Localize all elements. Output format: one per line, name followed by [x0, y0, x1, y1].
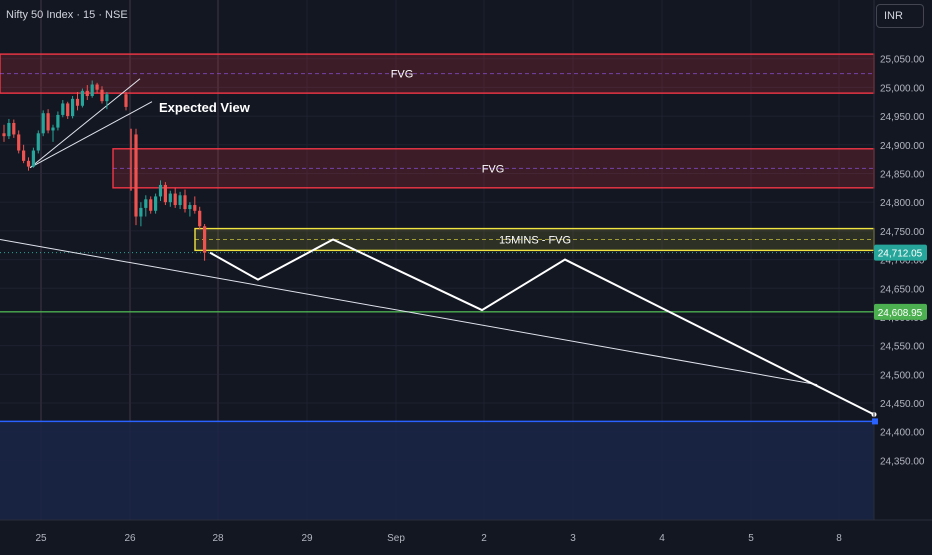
candle-body: [198, 210, 202, 227]
price-label-tag: [874, 244, 927, 261]
x-tick-label: 8: [836, 533, 842, 544]
candle-body: [203, 226, 207, 253]
y-tick-label: 24,650.00: [880, 284, 925, 295]
x-tick-label: 28: [212, 533, 224, 544]
y-tick-label: 24,950.00: [880, 112, 925, 123]
candle-body: [26, 160, 31, 167]
price-label-text: 24,608.95: [878, 308, 923, 319]
y-tick-label: 24,700.00: [880, 256, 925, 267]
candle-body: [188, 205, 192, 210]
candle-body: [75, 98, 80, 106]
support-zone: [0, 421, 874, 520]
x-tick-label: 5: [748, 533, 754, 544]
candle-body: [22, 150, 26, 161]
candle-body: [2, 133, 6, 137]
candle-body: [71, 98, 75, 117]
fvg-label: 15MINS - FVG: [499, 234, 571, 246]
candle-body: [80, 90, 84, 106]
blue-level-marker: [872, 418, 878, 425]
y-tick-label: 25,050.00: [880, 55, 925, 66]
candle-body: [46, 113, 50, 131]
x-tick-label: 4: [659, 533, 665, 544]
y-tick-label: 24,400.00: [880, 428, 925, 439]
x-tick-label: Sep: [387, 533, 405, 544]
expected-view-label: Expected View: [159, 100, 251, 115]
candle-body: [61, 103, 65, 115]
channel-line-lower: [29, 101, 153, 169]
candle-body: [100, 89, 104, 102]
candle-body: [124, 94, 128, 107]
candle-body: [41, 113, 45, 134]
channel-line-upper: [29, 78, 141, 169]
symbol-title: Nifty 50 Index · 15 · NSE: [6, 9, 128, 21]
price-label-tag: [874, 303, 927, 320]
y-tick-label: 24,500.00: [880, 370, 925, 381]
x-tick-label: 2: [481, 533, 487, 544]
x-tick-label: 3: [570, 533, 576, 544]
price-label-text: 24,712.05: [878, 249, 923, 260]
candle-body: [193, 205, 197, 211]
y-tick-label: 24,850.00: [880, 169, 925, 180]
candle-body: [183, 195, 187, 210]
candle-body: [105, 94, 109, 102]
candle-body: [168, 193, 172, 203]
candle-body: [85, 90, 89, 96]
fvg-label: FVG: [482, 163, 505, 175]
candle-body: [139, 207, 143, 217]
y-tick-label: 24,800.00: [880, 198, 925, 209]
candle-body: [17, 134, 21, 151]
x-tick-label: 29: [301, 533, 313, 544]
y-tick-label: 24,450.00: [880, 399, 925, 410]
candle-body: [56, 114, 60, 128]
y-tick-label: 24,350.00: [880, 456, 925, 467]
candle-body: [51, 127, 55, 131]
candle-body: [134, 134, 138, 217]
candle-body: [95, 84, 99, 90]
candle-body: [7, 122, 11, 137]
candle-body: [149, 199, 153, 211]
candle-body: [163, 184, 167, 203]
x-tick-label: 26: [124, 533, 136, 544]
projection-path: [209, 238, 875, 416]
candle-body: [173, 193, 177, 206]
candle-body: [31, 150, 35, 167]
trendline: [0, 238, 818, 386]
candle-body: [158, 184, 163, 197]
y-tick-label: 24,550.00: [880, 342, 925, 353]
candle-body: [144, 199, 148, 208]
fvg-label: FVG: [391, 69, 414, 81]
y-tick-label: 25,000.00: [880, 83, 925, 94]
candle-body: [154, 196, 158, 211]
y-tick-label: 24,900.00: [880, 141, 925, 152]
x-tick-label: 25: [35, 533, 47, 544]
candle-body: [36, 133, 40, 151]
candle-body: [12, 122, 16, 135]
candle-body: [178, 195, 182, 206]
candle-body: [66, 103, 70, 117]
candle-body: [90, 84, 94, 96]
currency-selector[interactable]: INR: [876, 4, 924, 28]
y-tick-label: 24,750.00: [880, 227, 925, 238]
